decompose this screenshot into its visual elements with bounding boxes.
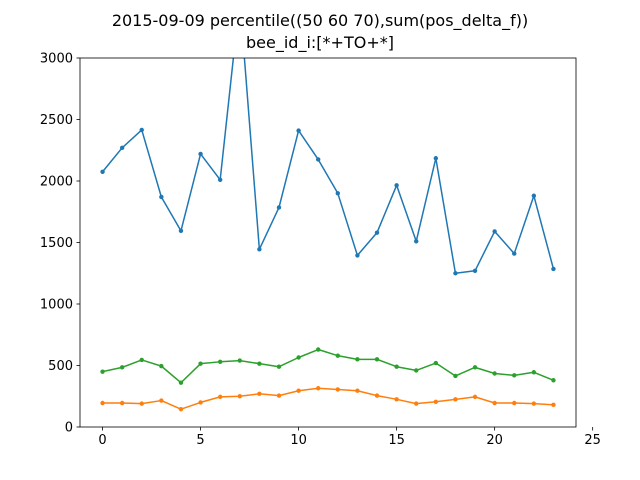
series-1-point-1: [119, 400, 125, 406]
series-1-point-17: [433, 399, 439, 404]
y-tick-label-1500: 1500: [40, 236, 73, 251]
series-0-point-23: [551, 266, 556, 272]
axes-frame: [79, 57, 577, 428]
series-1-point-3: [159, 398, 164, 403]
series-2-point-9: [276, 364, 282, 369]
series-1-point-20: [492, 400, 497, 406]
y-tick-label-2000: 2000: [40, 175, 73, 190]
series-0-point-10: [296, 128, 301, 133]
x-tick-label-20: 20: [486, 433, 503, 448]
series-2-point-23: [551, 378, 556, 383]
y-tick-label-0: 0: [65, 421, 73, 436]
series-0-point-9: [276, 205, 282, 210]
x-tick-label-25: 25: [584, 433, 601, 448]
series-0-point-13: [355, 253, 360, 258]
series-0-point-12: [335, 191, 340, 196]
series-2-point-5: [198, 361, 203, 366]
series-0-point-5: [198, 151, 203, 157]
series-2: [100, 347, 556, 385]
series-1-point-16: [414, 401, 419, 406]
series-2-point-19: [472, 365, 478, 370]
series-2-point-21: [512, 373, 517, 378]
series-1-point-23: [551, 402, 556, 408]
series-2-point-6: [217, 359, 223, 365]
series-2-point-3: [159, 363, 164, 369]
series-0-point-2: [139, 127, 144, 133]
series-1-point-8: [257, 391, 262, 396]
series-0-point-20: [492, 229, 497, 234]
series-0-point-3: [159, 194, 164, 200]
series-2-point-14: [374, 357, 380, 362]
series-1-point-7: [237, 394, 242, 399]
series-0-point-18: [453, 271, 458, 276]
series-0-point-19: [472, 268, 478, 273]
x-tick-label-10: 10: [290, 433, 307, 448]
series-1-point-22: [531, 401, 537, 406]
series-0-point-0: [100, 169, 105, 174]
series-2-point-7: [237, 358, 242, 363]
series-1-point-21: [512, 400, 517, 406]
y-tick-label-500: 500: [48, 359, 73, 374]
series-1-point-11: [316, 386, 321, 391]
series-0-point-4: [178, 228, 184, 234]
series-1-point-19: [472, 394, 478, 400]
series-1-point-2: [139, 401, 144, 406]
series-1-point-4: [178, 406, 184, 412]
y-tick-label-1000: 1000: [40, 298, 73, 313]
series-2-point-18: [453, 373, 458, 379]
series-0-point-11: [316, 157, 321, 162]
series-1-point-15: [394, 397, 399, 402]
series-2-point-1: [119, 365, 125, 370]
y-tick-label-3000: 3000: [40, 52, 73, 67]
series-1-point-5: [198, 400, 203, 405]
series-1-line: [101, 387, 555, 410]
series-2-line: [101, 348, 555, 384]
series-2-point-2: [139, 357, 144, 363]
x-tick-label-15: 15: [388, 433, 405, 448]
series-2-point-12: [335, 353, 340, 358]
x-tick-label-5: 5: [196, 433, 204, 448]
series-2-point-10: [296, 355, 301, 360]
series-2-point-8: [257, 361, 262, 366]
series-2-point-4: [178, 380, 184, 385]
series-0-point-21: [512, 251, 517, 256]
series-0-point-1: [119, 145, 125, 150]
series-1-point-14: [374, 393, 380, 398]
series-1-point-12: [335, 387, 340, 392]
series-1-point-18: [453, 397, 458, 402]
chart-title-line-2: bee_id_i:[*+TO+*]: [246, 33, 394, 52]
series-2-point-22: [531, 370, 537, 375]
series-2-point-13: [355, 357, 360, 362]
axes-layer: 0 5 10 15 20 25 0 500 1000 1500 2000 2500 3000: [40, 52, 601, 449]
series-1-point-13: [355, 388, 360, 393]
series-1-point-0: [100, 400, 105, 406]
series-1-point-9: [276, 393, 282, 398]
series-2-point-0: [100, 369, 105, 374]
series-0-point-15: [394, 183, 399, 188]
series-0: [100, 0, 556, 276]
chart-title-line-1: 2015-09-09 percentile((50 60 70),sum(pos…: [111, 11, 529, 30]
series-0-point-22: [531, 193, 537, 198]
series-0-point-7: [238, 0, 242, 1]
series-layer: [100, 0, 556, 412]
series-0-point-8: [257, 247, 262, 252]
series-2-point-17: [433, 360, 439, 366]
x-tick-label-0: 0: [98, 433, 106, 448]
series-2-point-16: [414, 368, 419, 373]
series-1-point-10: [296, 388, 301, 393]
series-2-point-11: [316, 347, 321, 352]
series-0-point-6: [217, 177, 223, 182]
series-2-point-15: [394, 364, 399, 369]
series-0-point-17: [433, 156, 439, 161]
series-0-line: [101, 58, 555, 274]
series-0-point-16: [414, 239, 419, 244]
y-tick-label-2500: 2500: [40, 113, 73, 128]
series-2-point-20: [492, 371, 497, 376]
series-0-point-14: [374, 230, 380, 235]
series-1-point-6: [217, 394, 223, 400]
series-1: [100, 386, 556, 412]
